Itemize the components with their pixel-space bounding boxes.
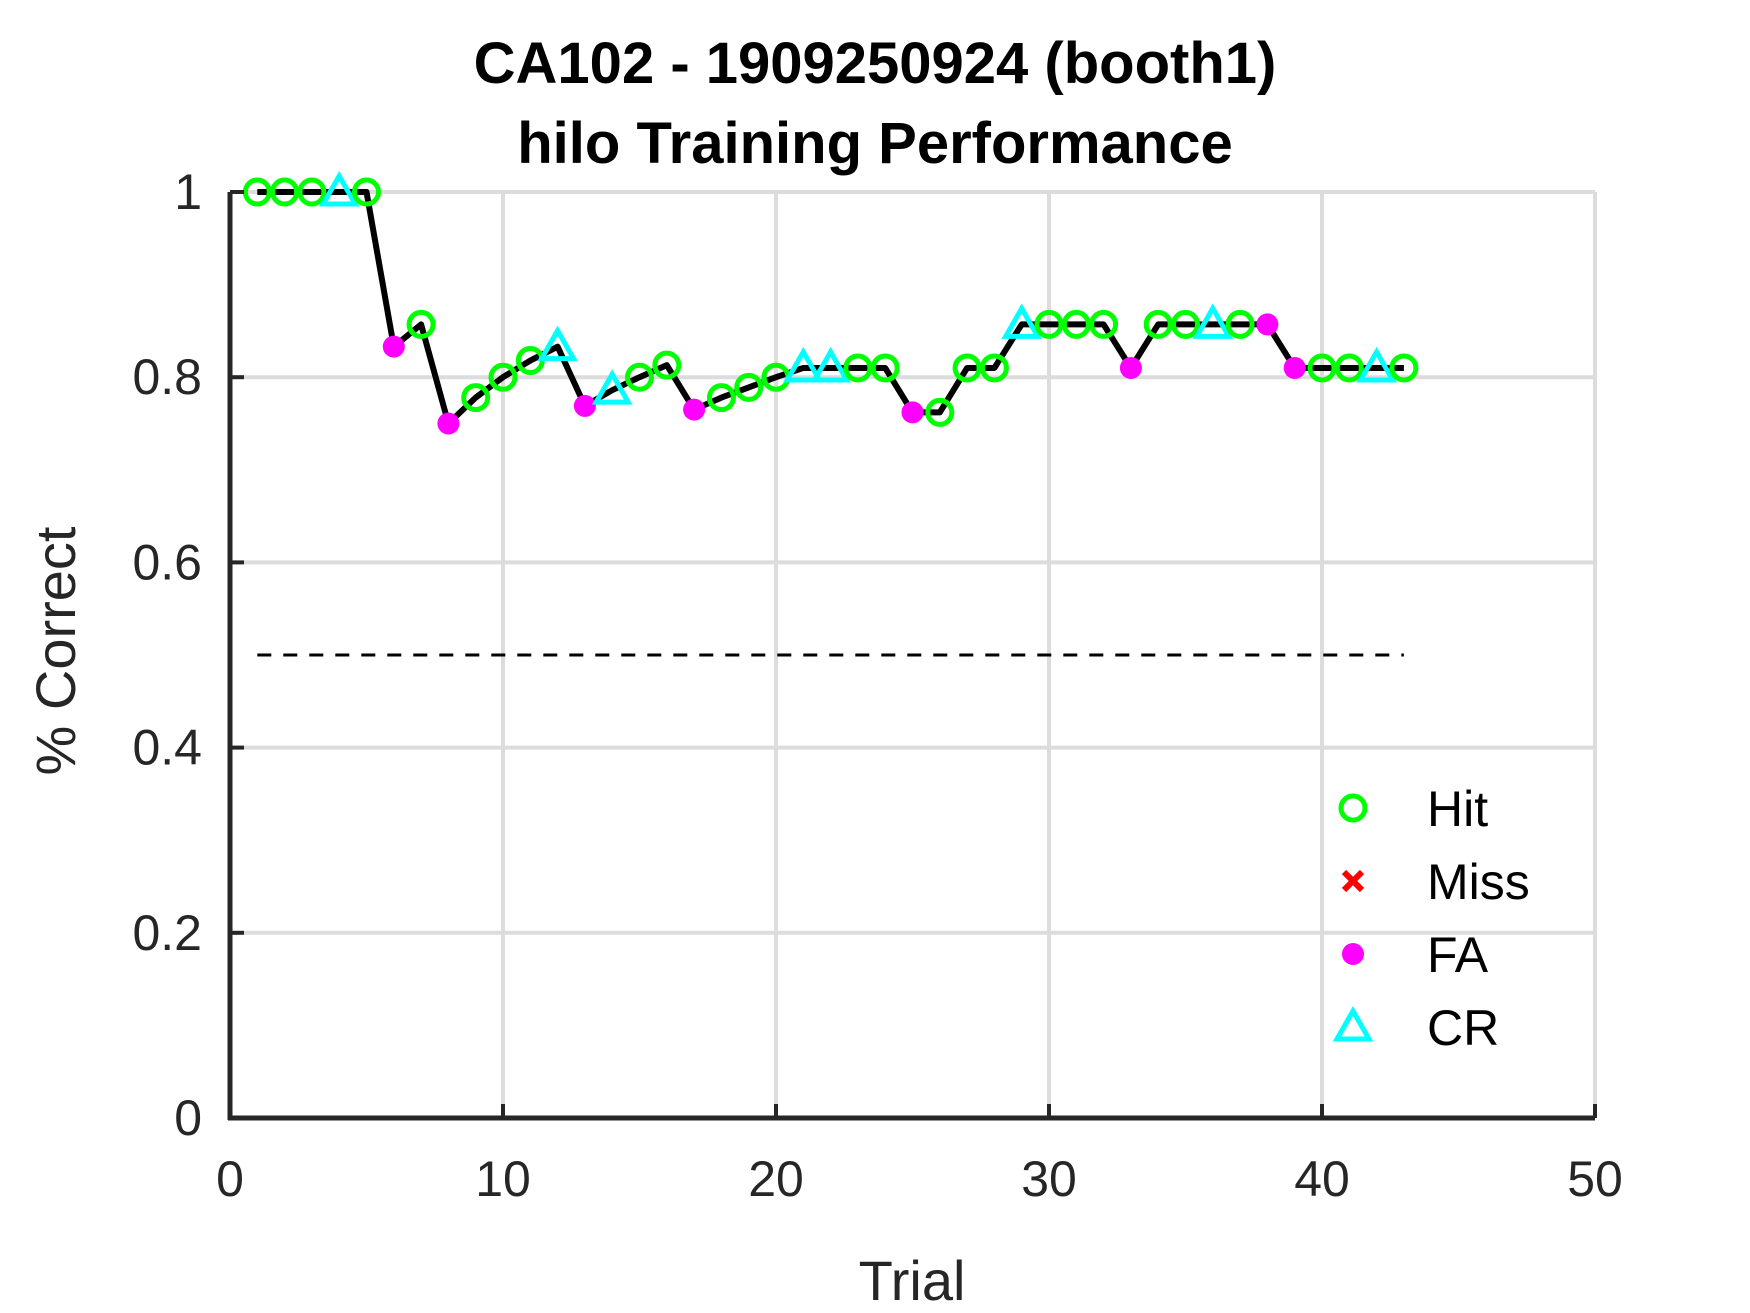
- y-tick-label: 0.6: [132, 534, 202, 590]
- x-tick-label: 50: [1567, 1151, 1623, 1207]
- tick-labels: 0 10 20 30 40 50 0 0.2 0.4 0.6 0.8 1: [132, 164, 1622, 1207]
- marker-hit: [242, 177, 272, 207]
- marker-hit: [652, 350, 682, 380]
- axes: [227, 190, 1597, 1121]
- legend: Hit Miss FA CR: [1332, 781, 1530, 1056]
- marker-cr: [591, 369, 633, 405]
- marker-hit: [1143, 309, 1173, 339]
- legend-label-miss: Miss: [1427, 854, 1530, 910]
- marker-cr: [537, 325, 578, 362]
- marker-hit: [352, 177, 381, 207]
- marker-hit: [1034, 309, 1064, 339]
- x-tick-label: 40: [1294, 1151, 1350, 1207]
- marker-hit: [488, 362, 518, 392]
- marker-hit: [734, 372, 764, 402]
- marker-hit: [1171, 309, 1200, 339]
- marker-hit: [461, 383, 491, 413]
- marker-fa: [573, 394, 596, 417]
- marker-cr: [1356, 346, 1397, 383]
- chart-title: CA102 - 1909250924 (booth1): [473, 31, 1277, 96]
- marker-hit: [979, 353, 1009, 383]
- marker-hit: [1089, 309, 1119, 339]
- legend-label-hit: Hit: [1427, 781, 1488, 837]
- y-tick-label: 0: [174, 1090, 202, 1146]
- marker-fa: [1256, 313, 1279, 336]
- marker-fa: [901, 401, 924, 424]
- marker-fa: [437, 412, 460, 435]
- marker-hit: [297, 177, 327, 207]
- marker-cr: [782, 346, 824, 383]
- marker-hit: [843, 353, 873, 383]
- legend-marker-cr: [1332, 1005, 1374, 1042]
- marker-hit: [406, 309, 436, 339]
- y-tick-label: 0.4: [132, 720, 202, 776]
- x-axis-label: Trial: [859, 1249, 966, 1312]
- marker-fa: [1283, 356, 1306, 379]
- legend-label-fa: FA: [1427, 927, 1489, 983]
- marker-cr: [1192, 303, 1234, 339]
- marker-hit: [1225, 309, 1255, 339]
- x-tick-label: 30: [1021, 1151, 1077, 1207]
- marker-fa: [683, 398, 706, 421]
- marker-fa: [1119, 356, 1142, 379]
- marker-cr: [1001, 303, 1043, 339]
- x-tick-label: 0: [216, 1151, 244, 1207]
- marker-fa: [382, 335, 405, 358]
- x-tick-label: 10: [475, 1151, 531, 1207]
- legend-marker-hit: [1338, 793, 1368, 823]
- marker-hit: [1389, 353, 1419, 383]
- legend-marker-miss: [1341, 869, 1365, 893]
- marker-hit: [1307, 353, 1337, 383]
- performance-line: [257, 189, 1404, 427]
- marker-hit: [270, 177, 300, 207]
- chart-subtitle: hilo Training Performance: [517, 111, 1233, 176]
- marker-group: [242, 170, 1419, 435]
- marker-hit: [925, 397, 955, 427]
- marker-hit: [1334, 353, 1364, 383]
- y-tick-label: 1: [174, 164, 202, 220]
- marker-hit: [706, 383, 736, 413]
- y-tick-label: 0.2: [132, 905, 202, 961]
- marker-hit: [1061, 309, 1091, 339]
- x-tick-label: 20: [748, 1151, 804, 1207]
- marker-cr: [318, 170, 360, 207]
- legend-marker-fa: [1342, 943, 1364, 965]
- legend-label-cr: CR: [1427, 1000, 1499, 1056]
- y-axis-label: % Correct: [24, 526, 87, 775]
- marker-hit: [952, 353, 982, 383]
- marker-hit: [870, 353, 900, 383]
- marker-hit: [625, 362, 654, 392]
- miss-stroke: [1341, 869, 1365, 893]
- marker-cr: [810, 346, 851, 383]
- y-tick-label: 0.8: [132, 349, 202, 405]
- series-line-group: [257, 189, 1404, 427]
